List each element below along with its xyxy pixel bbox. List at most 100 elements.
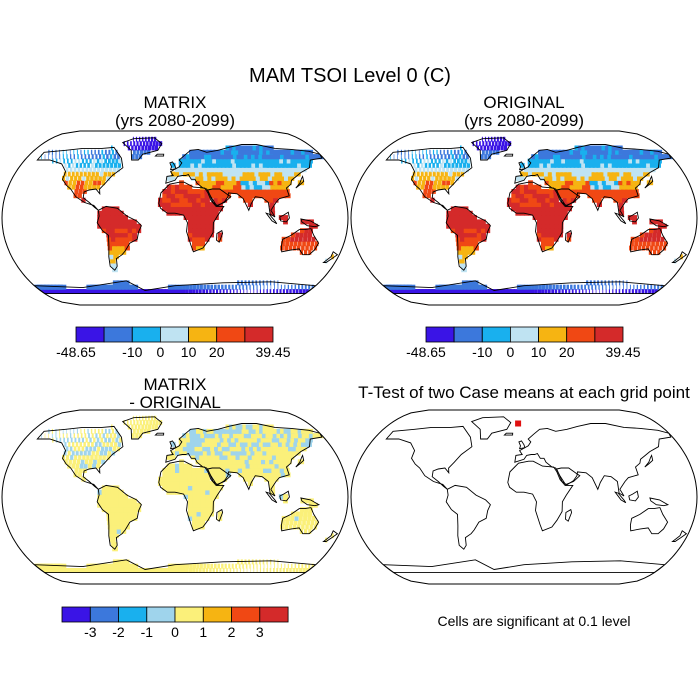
coastline-africa (158, 181, 225, 253)
grid-cell (591, 189, 597, 194)
grid-cell (286, 171, 293, 177)
grid-cell (304, 498, 310, 504)
grid-cell (101, 215, 107, 220)
panel-title-line-1: ORIGINAL (483, 93, 564, 112)
grid-cell (78, 437, 81, 443)
grid-cell (223, 158, 229, 164)
grid-cell (554, 223, 559, 229)
colorbar-label: 1 (199, 624, 207, 640)
grid-cell (200, 515, 206, 521)
grid-cell (559, 171, 565, 177)
grid-cell (255, 280, 258, 286)
grid-cell (200, 193, 206, 199)
grid-cell (633, 245, 637, 251)
grid-cell (331, 533, 334, 539)
grid-cell (182, 167, 188, 173)
grid-cell (262, 463, 268, 469)
grid-cell (112, 528, 118, 534)
grid-cell (459, 206, 465, 212)
grid-cell (566, 284, 569, 290)
grid-cell (439, 149, 442, 155)
grid-cell (426, 154, 428, 160)
map-outline (350, 130, 698, 306)
coastline-japan (295, 175, 305, 189)
grid-cell (170, 472, 176, 478)
grid-cell (602, 289, 604, 294)
grid-cell (196, 507, 202, 513)
grid-cell (97, 428, 100, 434)
grid-cell (286, 450, 293, 456)
grid-cell (455, 228, 461, 234)
grid-cell (203, 563, 207, 569)
grid-cell (205, 568, 209, 573)
coastline-madagascar (565, 508, 573, 522)
grid-cell (240, 559, 243, 565)
grid-cell (484, 136, 487, 142)
grid-cell (549, 193, 555, 199)
grid-cell (635, 236, 640, 242)
grid-cell (187, 228, 193, 234)
grid-cell (106, 162, 110, 168)
grid-cell (259, 280, 261, 286)
grid-cell (263, 568, 265, 573)
coastline-borneo (279, 490, 290, 502)
grid-cell (463, 206, 469, 212)
grid-cell (222, 289, 225, 294)
grid-cell (182, 154, 187, 160)
grid-cell (178, 289, 183, 294)
grid-cell (88, 433, 90, 439)
grid-cell (476, 289, 483, 294)
grid-cell (650, 284, 653, 290)
grid-cell (192, 210, 198, 216)
grid-cell (605, 158, 613, 164)
grid-cell (485, 223, 491, 229)
grid-cell (293, 520, 298, 526)
grid-cell (108, 437, 111, 443)
grid-cell (131, 154, 135, 160)
grid-cell (629, 167, 636, 173)
grid-cell (83, 441, 86, 447)
grid-cell (480, 145, 483, 151)
grid-cell (458, 154, 462, 160)
grid-cell (488, 141, 491, 147)
grid-cell (262, 441, 270, 447)
grid-cell (85, 167, 89, 173)
grid-cell (331, 254, 334, 260)
grid-cell (611, 171, 618, 177)
grid-cell (615, 184, 621, 190)
grid-cell (225, 424, 232, 430)
grid-cell (166, 481, 172, 486)
grid-cell (286, 568, 289, 573)
grid-cell (574, 167, 581, 173)
grid-cell (464, 241, 470, 247)
grid-cell (200, 502, 206, 508)
grid-cell (132, 511, 138, 517)
grid-cell (248, 559, 250, 565)
grid-cell (171, 441, 176, 447)
grid-cell (192, 507, 197, 513)
grid-cell (680, 254, 683, 260)
coastline-south-america (445, 484, 491, 550)
grid-cell (229, 167, 236, 173)
grid-cell (179, 184, 184, 190)
grid-cell (170, 206, 176, 212)
grid-cell (238, 149, 245, 155)
grid-cell (285, 180, 292, 186)
grid-cell (519, 184, 525, 190)
grid-cell (520, 175, 525, 181)
grid-cell (442, 167, 446, 173)
grid-cell (602, 284, 604, 290)
grid-cell (113, 568, 121, 573)
grid-cell (214, 563, 217, 569)
grid-cell (196, 502, 202, 508)
grid-cell (79, 184, 84, 190)
grid-cell (89, 180, 93, 186)
grid-cell (285, 162, 293, 168)
grid-cell (417, 180, 421, 186)
grid-cell (206, 167, 212, 173)
grid-cell (268, 158, 275, 164)
coastline-sumatra (614, 491, 627, 504)
grid-cell (430, 158, 433, 164)
grid-cell (619, 162, 626, 168)
grid-cell (202, 171, 208, 177)
